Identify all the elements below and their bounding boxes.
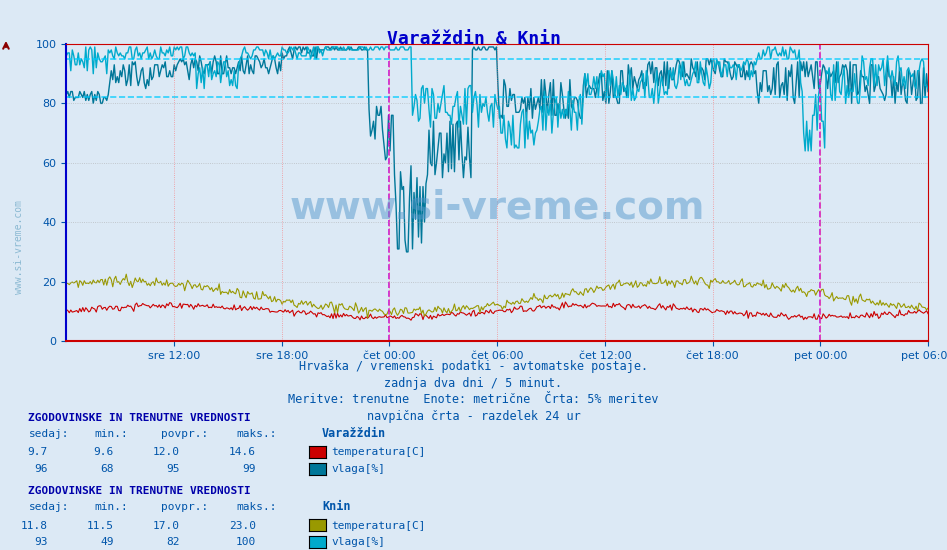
Text: 9.7: 9.7 (27, 447, 47, 458)
Text: 93: 93 (34, 537, 47, 547)
Text: 14.6: 14.6 (228, 447, 256, 458)
Text: ZGODOVINSKE IN TRENUTNE VREDNOSTI: ZGODOVINSKE IN TRENUTNE VREDNOSTI (28, 412, 251, 423)
Text: min.:: min.: (95, 502, 129, 513)
Text: 96: 96 (34, 464, 47, 474)
Text: povpr.:: povpr.: (161, 502, 208, 513)
Text: temperatura[C]: temperatura[C] (331, 520, 426, 531)
Text: 23.0: 23.0 (228, 520, 256, 531)
Text: Hrvaška / vremenski podatki - avtomatske postaje.: Hrvaška / vremenski podatki - avtomatske… (299, 360, 648, 373)
Text: maks.:: maks.: (237, 502, 277, 513)
Text: zadnja dva dni / 5 minut.: zadnja dva dni / 5 minut. (384, 377, 563, 390)
Text: 12.0: 12.0 (152, 447, 180, 458)
Text: povpr.:: povpr.: (161, 429, 208, 439)
Text: sedaj:: sedaj: (28, 502, 69, 513)
Text: www.si-vreme.com: www.si-vreme.com (290, 188, 705, 227)
Text: 11.8: 11.8 (20, 520, 47, 531)
Text: 11.5: 11.5 (86, 520, 114, 531)
Text: vlaga[%]: vlaga[%] (331, 537, 385, 547)
Text: maks.:: maks.: (237, 429, 277, 439)
Text: navpična črta - razdelek 24 ur: navpična črta - razdelek 24 ur (366, 410, 581, 423)
Text: 49: 49 (100, 537, 114, 547)
Text: min.:: min.: (95, 429, 129, 439)
Text: 17.0: 17.0 (152, 520, 180, 531)
Text: 99: 99 (242, 464, 256, 474)
Text: Varažždin: Varažždin (322, 427, 386, 440)
Text: 9.6: 9.6 (94, 447, 114, 458)
Text: ZGODOVINSKE IN TRENUTNE VREDNOSTI: ZGODOVINSKE IN TRENUTNE VREDNOSTI (28, 486, 251, 496)
Text: Knin: Knin (322, 500, 350, 513)
Text: Varažždin & Knin: Varažždin & Knin (386, 30, 561, 48)
Text: Meritve: trenutne  Enote: metrične  Črta: 5% meritev: Meritve: trenutne Enote: metrične Črta: … (288, 393, 659, 406)
Text: temperatura[C]: temperatura[C] (331, 447, 426, 458)
Text: sedaj:: sedaj: (28, 429, 69, 439)
Text: www.si-vreme.com: www.si-vreme.com (14, 201, 25, 294)
Text: 100: 100 (236, 537, 256, 547)
Text: 68: 68 (100, 464, 114, 474)
Text: 82: 82 (167, 537, 180, 547)
Text: vlaga[%]: vlaga[%] (331, 464, 385, 474)
Text: 95: 95 (167, 464, 180, 474)
